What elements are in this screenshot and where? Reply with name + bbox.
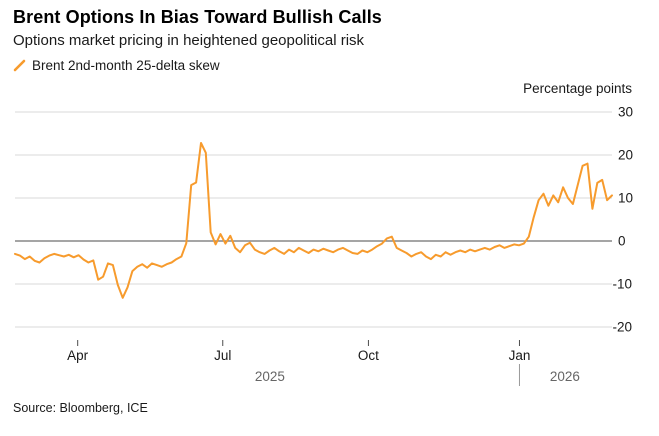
y-axis-tick-labels: 30 20 10 0 -10 -20 (613, 105, 634, 335)
svg-text:20: 20 (618, 148, 633, 163)
x-axis-tick-labels: Apr Jul Oct Jan (67, 348, 530, 363)
svg-text:Jan: Jan (509, 348, 531, 363)
svg-text:30: 30 (618, 105, 633, 120)
chart-subtitle: Options market pricing in heightened geo… (13, 32, 365, 49)
svg-text:Oct: Oct (358, 348, 379, 363)
gridlines (15, 111, 612, 328)
svg-text:Jul: Jul (214, 348, 231, 363)
svg-text:Apr: Apr (67, 348, 89, 363)
year-labels-row: 2025 2026 (255, 364, 580, 386)
svg-text:-10: -10 (613, 277, 633, 292)
skew-line-series (14, 142, 613, 299)
svg-text:2026: 2026 (550, 369, 580, 384)
chart-title: Brent Options In Bias Toward Bullish Cal… (13, 7, 382, 27)
svg-text:2025: 2025 (255, 369, 285, 384)
svg-text:-20: -20 (613, 320, 633, 335)
legend-label: Brent 2nd-month 25-delta skew (32, 58, 220, 73)
x-axis-tick-marks (77, 340, 520, 346)
legend-line-marker-icon (13, 59, 26, 72)
svg-text:0: 0 (618, 234, 626, 249)
legend: Brent 2nd-month 25-delta skew (13, 58, 220, 73)
y-axis-unit-label: Percentage points (523, 81, 632, 96)
source-note: Source: Bloomberg, ICE (13, 401, 148, 415)
svg-text:10: 10 (618, 191, 633, 206)
